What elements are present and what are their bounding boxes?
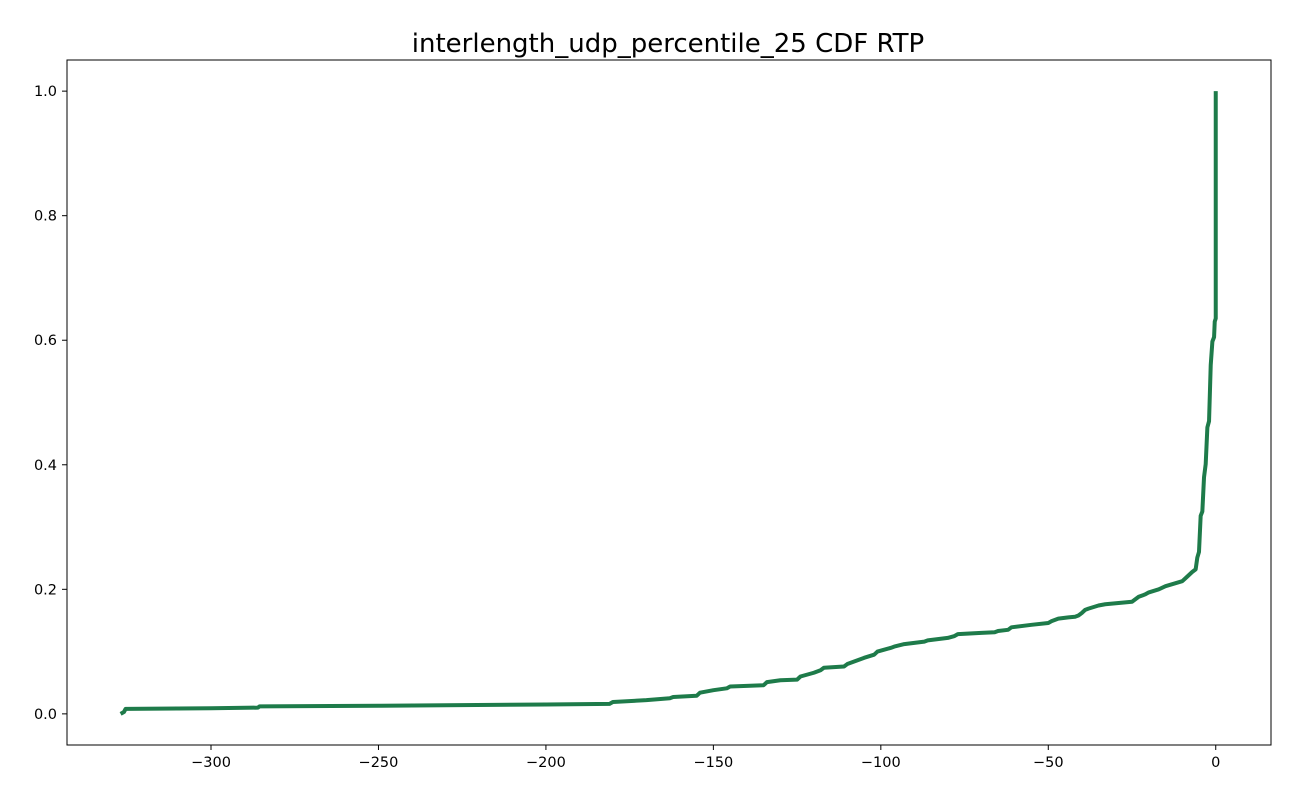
y-tick-label: 0.8 <box>34 209 57 225</box>
x-tick-label: −250 <box>359 755 399 771</box>
y-tick-label: 0.2 <box>34 582 57 598</box>
x-tick-label: −300 <box>191 755 231 771</box>
series-layer <box>119 91 1218 716</box>
y-axis: 0.0 0.2 0.4 0.6 0.8 1.0 <box>34 84 67 723</box>
y-tick-label: 0.4 <box>34 458 57 474</box>
y-tick-label: 1.0 <box>34 84 57 100</box>
series-line <box>119 91 1218 716</box>
x-axis: −300 −250 −200 −150 −100 −50 0 <box>191 745 1220 771</box>
y-tick-label: 0.6 <box>34 333 57 349</box>
chart-title: interlength_udp_percentile_25 CDF RTP <box>412 29 924 59</box>
x-tick-label: −100 <box>861 755 901 771</box>
y-tick-label: 0.0 <box>34 707 57 723</box>
x-tick-label: −50 <box>1033 755 1064 771</box>
plot-area-frame <box>66 59 1272 746</box>
x-tick-label: −150 <box>693 755 733 771</box>
x-tick-label: −200 <box>526 755 566 771</box>
x-tick-label: 0 <box>1211 755 1220 771</box>
